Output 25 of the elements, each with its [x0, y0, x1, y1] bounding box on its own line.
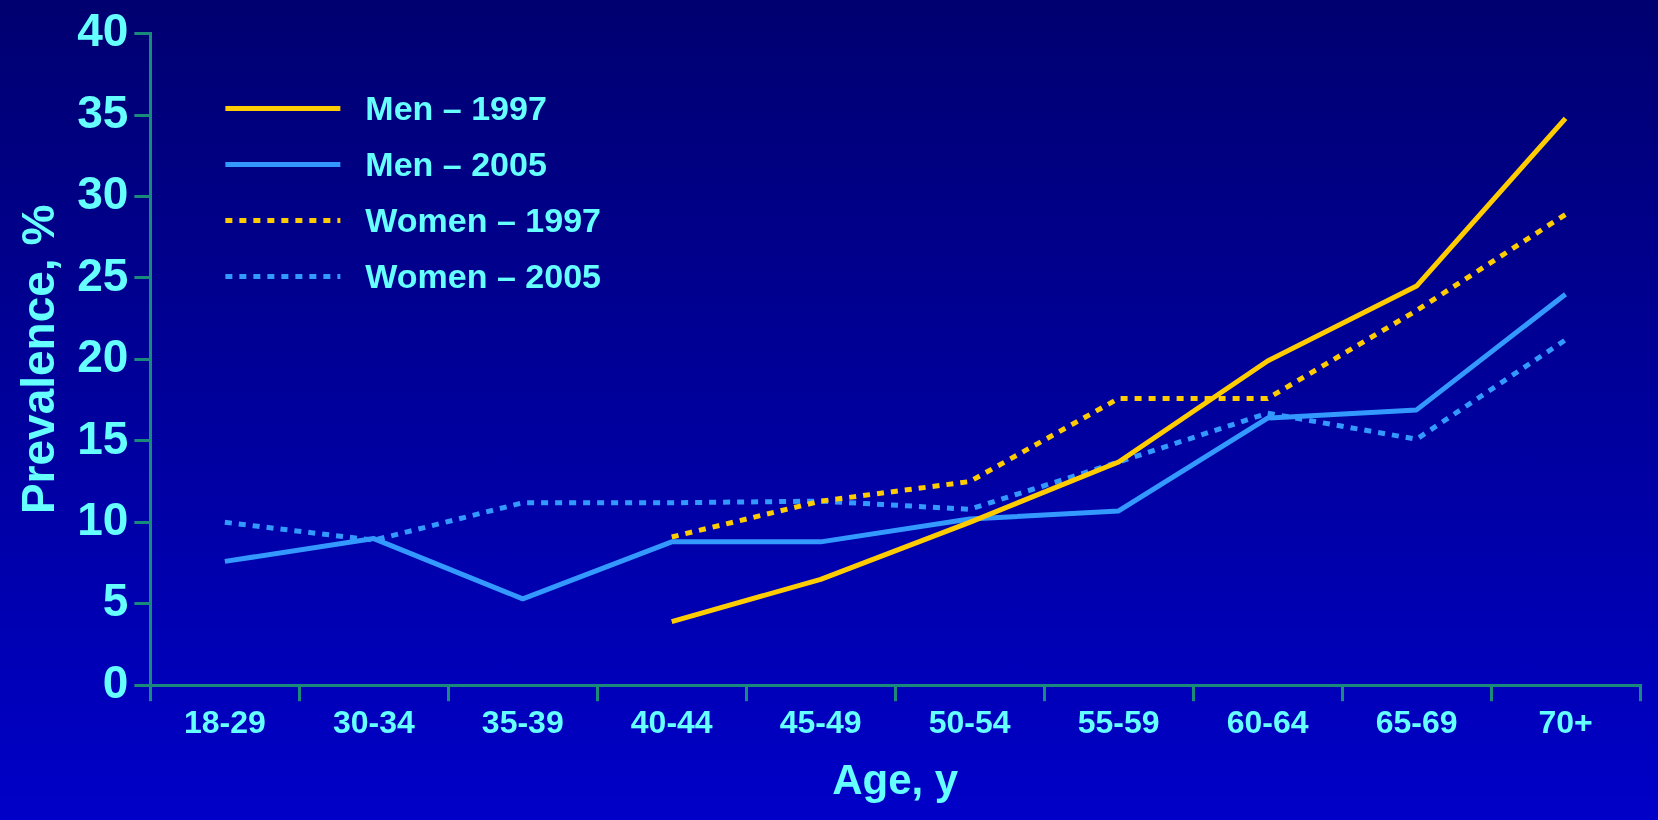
- y-tick-label: 15: [77, 411, 129, 464]
- x-tick-label: 45-49: [779, 704, 862, 741]
- x-tick-label: 70+: [1538, 704, 1593, 741]
- legend-label: Women – 1997: [365, 200, 601, 239]
- x-tick-label: 50-54: [928, 704, 1011, 741]
- y-tick-label: 20: [77, 330, 129, 383]
- y-tick-label: 35: [77, 85, 129, 138]
- legend-label: Women – 2005: [365, 256, 601, 295]
- y-tick-label: 40: [77, 4, 129, 57]
- x-tick-label: 60-64: [1226, 704, 1309, 741]
- y-tick-label: 25: [77, 248, 129, 301]
- y-axis-title: Prevalence, %: [12, 204, 65, 515]
- x-axis-title: Age, y: [832, 756, 959, 804]
- y-tick-label: 0: [102, 655, 129, 708]
- x-tick-label: 30-34: [332, 704, 415, 741]
- x-tick-label: 35-39: [481, 704, 564, 741]
- y-tick-label: 5: [102, 574, 129, 627]
- y-tick-label: 10: [77, 492, 129, 545]
- legend-label: Men – 2005: [365, 144, 547, 183]
- x-tick-label: 18-29: [183, 704, 266, 741]
- x-tick-label: 65-69: [1375, 704, 1458, 741]
- x-tick-label: 55-59: [1077, 704, 1160, 741]
- x-tick-label: 40-44: [630, 704, 713, 741]
- y-tick-label: 30: [77, 167, 129, 220]
- legend-label: Men – 1997: [365, 88, 547, 127]
